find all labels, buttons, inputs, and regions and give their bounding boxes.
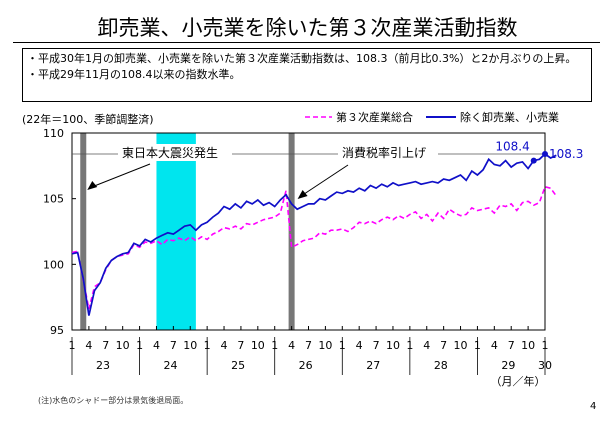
footnote: (注)水色のシャドー部分は景気後退局面。 xyxy=(38,396,189,405)
y-tick-label: 105 xyxy=(43,193,64,206)
summary-note: ・平成30年1月の卸売業、小売業を除いた第３次産業活動指数は、108.3（前月比… xyxy=(27,52,577,65)
year-label: 29 xyxy=(501,359,515,372)
year-label: 26 xyxy=(299,359,313,372)
legend-label: 第３次産業総合 xyxy=(336,110,413,124)
event-bar xyxy=(288,133,295,330)
x-tick-label: 10 xyxy=(183,339,197,352)
event-bar xyxy=(80,133,87,330)
latest-data-label: 108.3 xyxy=(549,147,583,161)
year-label: 25 xyxy=(231,359,245,372)
x-tick-label: 7 xyxy=(373,339,380,352)
annotation-label: 消費税率引上げ xyxy=(342,145,426,160)
y-tick-label: 100 xyxy=(43,258,64,271)
x-axis-unit: （月／年） xyxy=(491,374,546,388)
annotation-arrowhead xyxy=(297,190,308,199)
x-tick-label: 7 xyxy=(440,339,447,352)
page-number: 4 xyxy=(590,401,597,412)
annotation-arrowhead xyxy=(87,181,98,190)
peak-marker xyxy=(530,157,537,164)
x-tick-label: 10 xyxy=(521,339,535,352)
legend-label: 除く卸売業、小売業 xyxy=(460,110,559,124)
annotation-arrow xyxy=(89,163,151,189)
x-tick-label: 10 xyxy=(116,339,130,352)
year-label: 24 xyxy=(164,359,178,372)
x-tick-label: 10 xyxy=(454,339,468,352)
annotation-bg xyxy=(338,144,438,161)
page-title: 卸売業、小売業を除いた第３次産業活動指数 xyxy=(97,16,518,40)
x-tick-label: 7 xyxy=(305,339,312,352)
x-tick-label: 10 xyxy=(318,339,332,352)
y-tick-label: 95 xyxy=(50,324,64,337)
unit-label: (22年＝100、季節調整済) xyxy=(22,113,154,126)
plot-frame xyxy=(71,132,546,331)
series-line-total xyxy=(71,185,557,310)
x-tick-label: 10 xyxy=(251,339,265,352)
x-tick-label: 4 xyxy=(491,339,498,352)
year-label: 28 xyxy=(434,359,448,372)
x-tick-label: 10 xyxy=(386,339,400,352)
x-tick-label: 4 xyxy=(153,339,160,352)
x-tick-label: 4 xyxy=(288,339,295,352)
title-divider xyxy=(13,42,600,43)
x-tick-label: 4 xyxy=(423,339,430,352)
series-line-excl-trade xyxy=(71,152,557,316)
y-tick-label: 110 xyxy=(43,127,64,140)
x-tick-label: 4 xyxy=(221,339,228,352)
x-tick-label: 7 xyxy=(508,339,515,352)
summary-note: ・平成29年11月の108.4以来の指数水準。 xyxy=(27,68,241,81)
x-tick-label: 4 xyxy=(356,339,363,352)
year-label: 23 xyxy=(96,359,110,372)
peak-data-label: 108.4 xyxy=(495,140,529,154)
annotation-label: 東日本大震災発生 xyxy=(122,146,218,160)
year-label: 30 xyxy=(538,359,552,372)
x-tick-label: 4 xyxy=(85,339,92,352)
summary-box: ・平成30年1月の卸売業、小売業を除いた第３次産業活動指数は、108.3（前月比… xyxy=(22,48,592,102)
x-tick-label: 7 xyxy=(170,339,177,352)
x-tick-label: 7 xyxy=(237,339,244,352)
annotation-arrow xyxy=(299,164,349,198)
annotation-bg xyxy=(118,144,232,161)
x-tick-label: 7 xyxy=(102,339,109,352)
year-label: 27 xyxy=(366,359,380,372)
latest-marker xyxy=(542,151,548,158)
